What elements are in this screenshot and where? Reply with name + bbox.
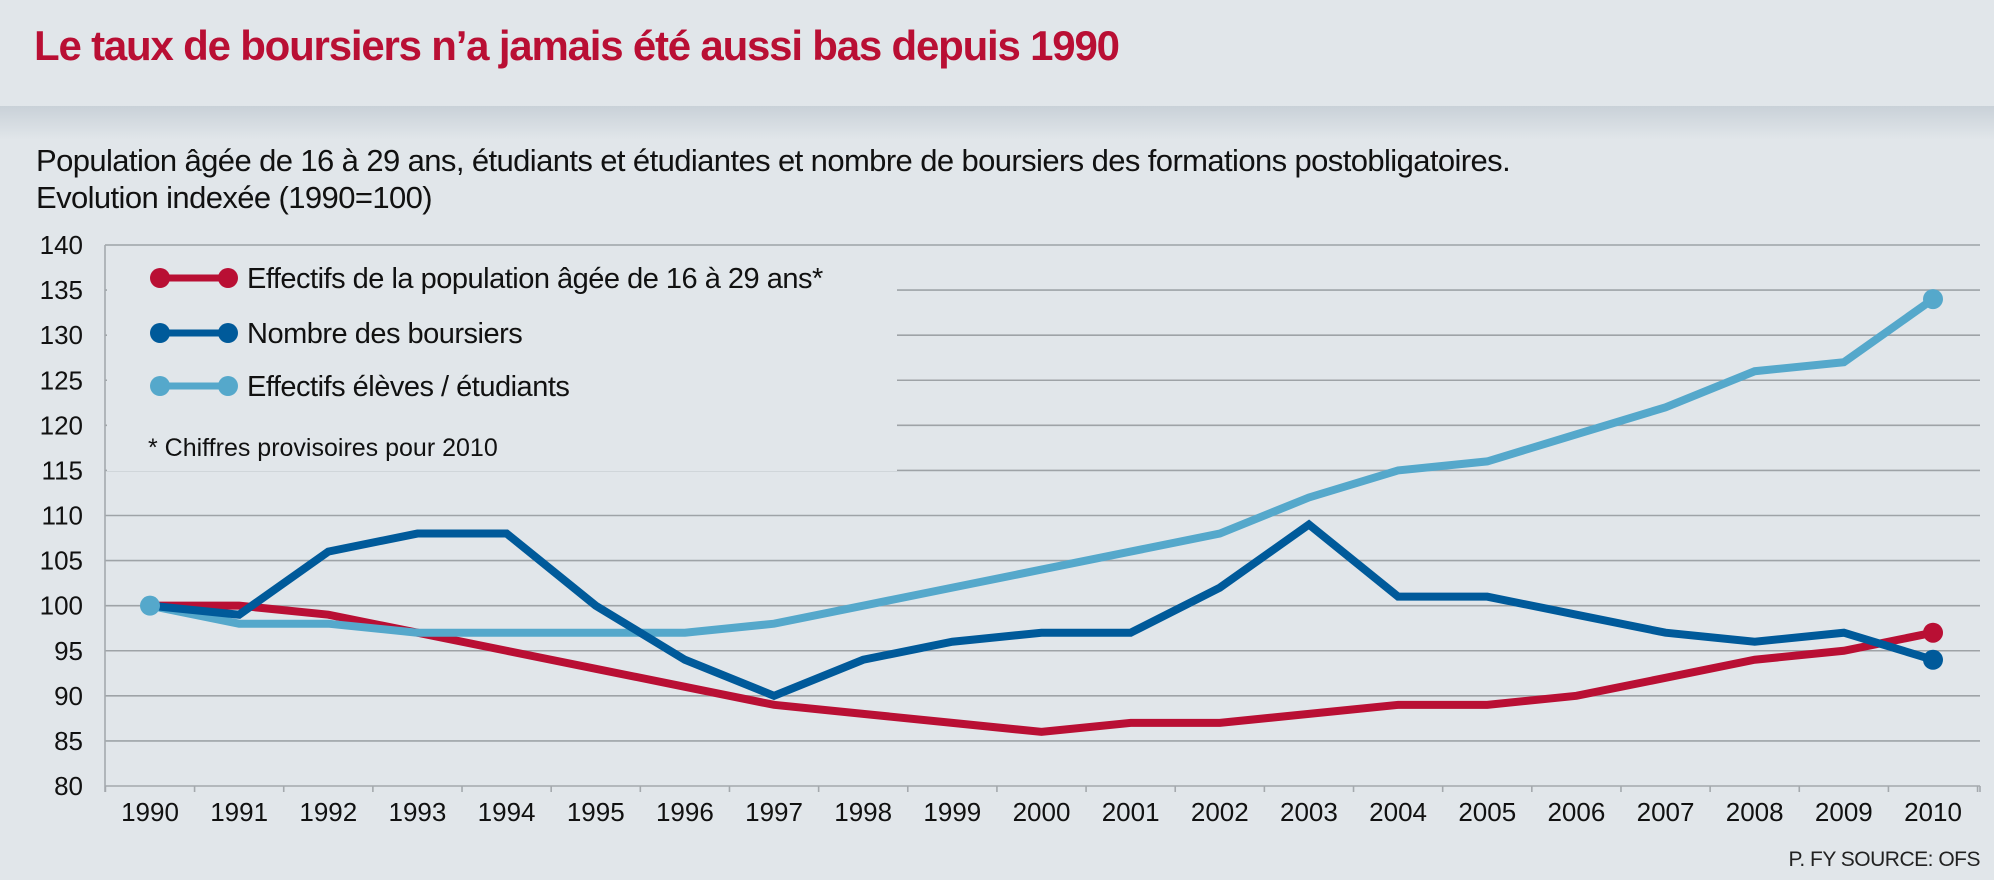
x-tick-label: 1995 [567, 797, 625, 827]
x-tick-label: 2010 [1904, 797, 1962, 827]
legend-label: Nombre des boursiers [247, 318, 522, 350]
x-tick-label: 1991 [210, 797, 268, 827]
legend-swatch-dot [218, 376, 238, 396]
legend-box [107, 251, 897, 471]
legend-swatch-dot [150, 376, 170, 396]
legend-swatch-dot [218, 323, 238, 343]
x-tick-label: 2009 [1815, 797, 1873, 827]
y-tick-label: 125 [40, 365, 83, 395]
series-line-1 [150, 601, 1934, 736]
series-lines [140, 289, 1943, 736]
y-tick-label: 105 [40, 546, 83, 576]
x-tick-label: 1999 [923, 797, 981, 827]
x-tick-label: 1998 [834, 797, 892, 827]
x-tick-label: 2006 [1547, 797, 1605, 827]
series-line-3 [149, 295, 1936, 637]
x-tick-label: 2005 [1458, 797, 1516, 827]
x-tick-label: 2000 [1013, 797, 1071, 827]
x-tick-label: 1993 [389, 797, 447, 827]
x-tick-label: 1997 [745, 797, 803, 827]
x-tick-label: 1992 [299, 797, 357, 827]
x-tick-label: 2008 [1726, 797, 1784, 827]
legend-swatch-dot [150, 323, 170, 343]
x-tick-label: 1990 [121, 797, 179, 827]
source-credit: P. FY SOURCE: OFS [1788, 848, 1981, 871]
y-tick-label: 100 [40, 591, 83, 621]
chart-title: Le taux de boursiers n’a jamais été auss… [34, 22, 1120, 69]
y-tick-label: 80 [54, 771, 83, 801]
legend-swatch-dot [218, 268, 238, 288]
legend: Effectifs de la population âgée de 16 à … [148, 263, 823, 462]
y-tick-label: 85 [54, 726, 83, 756]
chart-note: * Chiffres provisoires pour 2010 [148, 434, 498, 462]
legend-label: Effectifs élèves / étudiants [247, 371, 569, 403]
x-tick-label: 2004 [1369, 797, 1427, 827]
end-point-marker-1 [1923, 622, 1943, 643]
x-tick-label: 1996 [656, 797, 714, 827]
start-point-marker [140, 595, 160, 616]
y-tick-label: 130 [40, 320, 83, 350]
legend-label: Effectifs de la population âgée de 16 à … [247, 263, 823, 295]
x-tick-label: 2007 [1637, 797, 1695, 827]
y-axis: 80 85 90 95 100 105 110 115 120 125 130 135 140 [40, 230, 106, 801]
chart-subtitle: Population âgée de 16 à 29 ans, étudiant… [36, 142, 1511, 216]
series-line-2 [149, 519, 1935, 701]
x-tick-label: 1994 [478, 797, 536, 827]
x-axis: 1990 1991 1992 1993 1994 1995 1996 1997 1998 1999… [104, 785, 1981, 827]
y-tick-label: 90 [54, 681, 83, 711]
end-point-marker-2 [1923, 649, 1943, 670]
y-tick-label: 110 [42, 501, 83, 531]
x-tick-label: 2001 [1102, 797, 1160, 827]
y-tick-label: 120 [40, 410, 83, 440]
header: Le taux de boursiers n’a jamais été auss… [0, 0, 1994, 106]
y-tick-label: 95 [54, 636, 83, 666]
legend-background [107, 251, 897, 471]
x-tick-label: 2002 [1191, 797, 1249, 827]
y-tick-label: 140 [40, 230, 83, 260]
subtitle-line-1: Population âgée de 16 à 29 ans, étudiant… [36, 143, 1511, 178]
subtitle-line-2: Evolution indexée (1990=100) [36, 180, 433, 215]
y-tick-label: 115 [42, 455, 83, 485]
y-tick-label: 135 [40, 275, 83, 305]
legend-swatch-dot [150, 268, 170, 288]
end-point-marker-3 [1923, 289, 1943, 310]
x-tick-label: 2003 [1280, 797, 1338, 827]
header-divider-band [0, 106, 1994, 140]
